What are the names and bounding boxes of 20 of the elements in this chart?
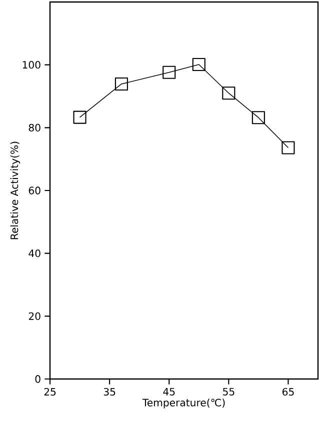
x-tick-label: 65	[282, 388, 294, 396]
x-tick-label: 35	[104, 388, 116, 396]
y-tick-label: 100	[22, 61, 40, 69]
point	[162, 66, 176, 79]
x-tick-label: 55	[223, 388, 234, 396]
point	[114, 77, 128, 91]
x-tick-label: 45	[163, 388, 175, 396]
point	[282, 141, 295, 154]
x-tick-label: 25	[44, 388, 56, 396]
point	[222, 86, 236, 100]
y-tick-label: 80	[28, 124, 40, 132]
y-tick-label: 60	[28, 186, 40, 194]
point	[73, 110, 86, 124]
x-axis-title: Temperature(℃)	[142, 398, 225, 408]
y-axis-title: Relative Activity(%)	[10, 142, 20, 240]
point	[192, 58, 206, 72]
y-tick-label: 20	[28, 312, 40, 320]
point	[252, 111, 265, 124]
y-tick-label: 40	[28, 250, 40, 258]
y-tick-label: 0	[35, 375, 40, 383]
